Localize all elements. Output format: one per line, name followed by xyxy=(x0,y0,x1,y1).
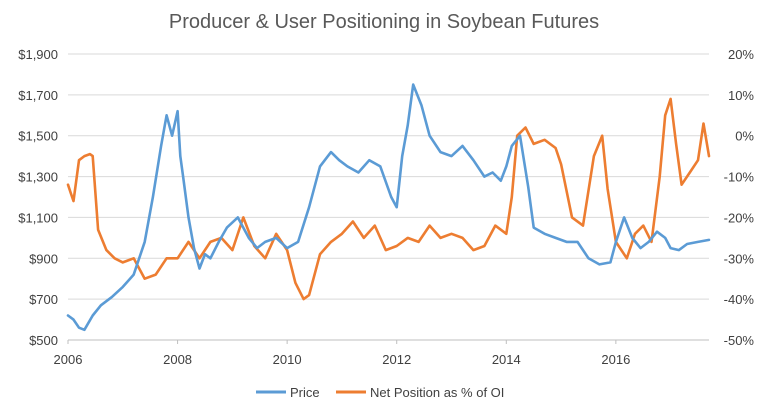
axes: $500 $700 $900 $1,100 $1,300 $1,500 $1,700 $1,9… xyxy=(18,47,754,367)
y-left-tick-label: $1,700 xyxy=(18,88,58,103)
y-left-tick-label: $1,100 xyxy=(18,210,58,225)
y-left-tick-label: $900 xyxy=(29,251,58,266)
x-tick-label: 2006 xyxy=(54,352,83,367)
y-right-tick-label: -30% xyxy=(724,251,755,266)
y-left-tick-label: $700 xyxy=(29,292,58,307)
x-tick-label: 2016 xyxy=(601,352,630,367)
x-tick-label: 2008 xyxy=(163,352,192,367)
y-right-tick-label: -40% xyxy=(724,292,755,307)
y-right-tick-label: -50% xyxy=(724,333,755,348)
x-tick-label: 2010 xyxy=(273,352,302,367)
legend: Price Net Position as % of OI xyxy=(256,385,504,400)
x-tick-label: 2014 xyxy=(492,352,521,367)
series-line-price xyxy=(66,83,711,332)
y-left-tick-label: $1,300 xyxy=(18,170,58,185)
series-line-net-position xyxy=(66,97,711,301)
plot-area xyxy=(66,83,711,332)
y-right-tick-label: -10% xyxy=(724,170,755,185)
x-tick-label: 2012 xyxy=(382,352,411,367)
legend-label-net-position: Net Position as % of OI xyxy=(370,385,504,400)
legend-label-price: Price xyxy=(290,385,320,400)
y-right-tick-label: 0% xyxy=(735,129,754,144)
y-left-tick-label: $1,500 xyxy=(18,129,58,144)
y-right-tick-label: 20% xyxy=(728,47,754,62)
y-right-tick-label: -20% xyxy=(724,210,755,225)
y-left-tick-label: $1,900 xyxy=(18,47,58,62)
chart-title: Producer & User Positioning in Soybean F… xyxy=(169,11,599,33)
y-right-tick-label: 10% xyxy=(728,88,754,103)
y-left-tick-label: $500 xyxy=(29,333,58,348)
